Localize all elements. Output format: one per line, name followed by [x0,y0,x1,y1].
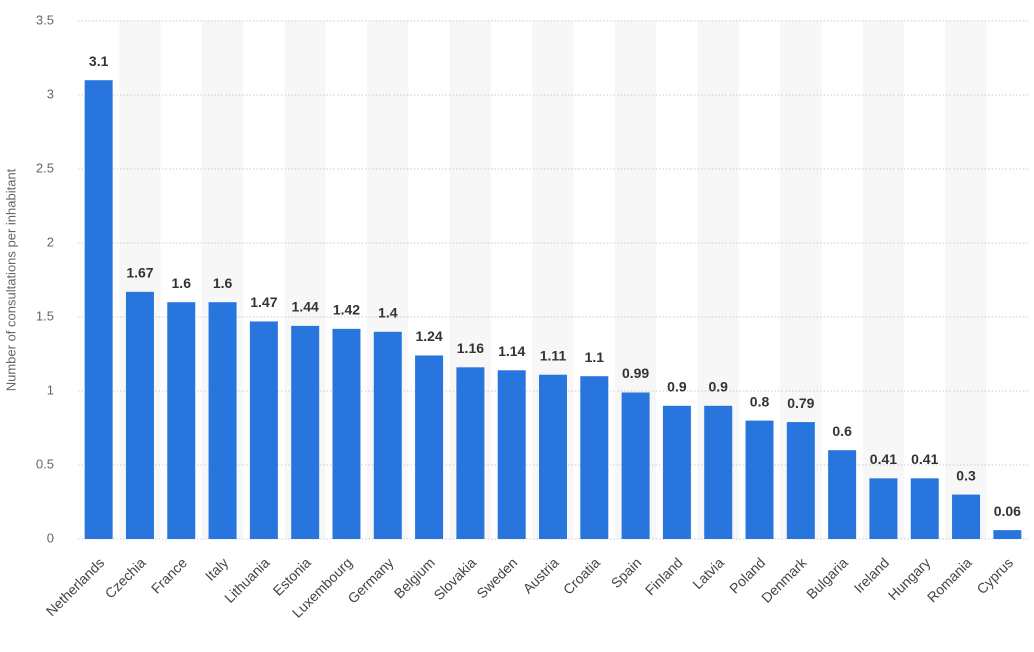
value-label: 1.14 [498,343,525,359]
bar [208,302,237,539]
x-tick-label: Sweden [473,554,520,601]
bar [125,291,154,539]
bar [745,420,774,539]
value-label: 3.1 [89,53,109,69]
value-label: 0.99 [622,365,649,381]
x-tick-label: Finland [642,554,686,598]
y-tick-label: 0.5 [36,456,54,471]
value-label: 1.16 [457,340,484,356]
value-label: 0.6 [832,423,852,439]
y-tick-label: 1 [47,382,54,397]
bar [828,450,857,539]
bar [456,367,485,539]
value-label: 1.42 [333,302,360,318]
value-label: 1.6 [172,275,192,291]
bar [332,328,361,539]
x-tick-label: Bulgaria [803,554,851,602]
x-tick-label: Netherlands [43,554,108,619]
value-label: 1.4 [378,305,398,321]
bar [291,325,320,539]
y-tick-label: 2 [47,234,54,249]
y-tick-label: 0 [47,530,54,545]
value-label: 1.67 [126,265,153,281]
y-tick-label: 3 [47,86,54,101]
y-axis-label: Number of consultations per inhabitant [3,168,18,391]
value-label: 0.9 [667,379,687,395]
bar [952,494,981,539]
bar [704,405,733,539]
y-tick-label: 1.5 [36,308,54,323]
value-label: 1.47 [250,294,277,310]
x-tick-label: Austria [520,554,562,596]
value-label: 1.24 [415,328,442,344]
bar [84,80,113,539]
bar [497,370,526,539]
x-tick-label: Belgium [391,554,438,601]
bar [621,392,650,539]
value-label: 1.1 [585,349,605,365]
x-tick-label: Cyprus [973,554,1016,597]
value-label: 0.3 [956,467,976,483]
bar [580,376,609,539]
value-label: 1.44 [292,299,319,315]
x-tick-label: Croatia [560,554,603,597]
x-tick-label: Lithuania [221,554,273,606]
x-tick-label: Latvia [689,554,727,592]
bar [167,302,196,539]
value-label: 1.11 [540,347,567,363]
x-tick-label: Czechia [102,554,149,601]
bar [373,331,402,539]
x-tick-label: Germany [344,554,396,606]
y-tick-label: 2.5 [36,160,54,175]
stripe [862,21,905,539]
value-label: 0.9 [708,379,728,395]
y-tick-label: 3.5 [36,12,54,27]
bar [786,422,815,539]
stripe [945,21,987,539]
bar [415,355,444,539]
x-tick-label: Slovakia [430,554,479,603]
x-tick-label: Spain [608,554,645,591]
value-label: 0.41 [911,451,938,467]
value-label: 0.06 [994,503,1021,519]
value-label: 0.79 [787,395,814,411]
x-tick-label: Denmark [758,554,810,606]
value-label: 1.6 [213,275,233,291]
bar [993,530,1022,539]
value-label: 0.8 [750,393,770,409]
value-label: 0.41 [870,451,897,467]
bar [662,405,691,539]
x-tick-label: Romania [924,554,975,605]
bar [910,478,939,539]
bar [869,478,898,539]
x-tick-label: France [148,554,190,596]
bar [539,374,567,539]
x-tick-label: Italy [202,554,231,583]
bar [249,321,278,539]
